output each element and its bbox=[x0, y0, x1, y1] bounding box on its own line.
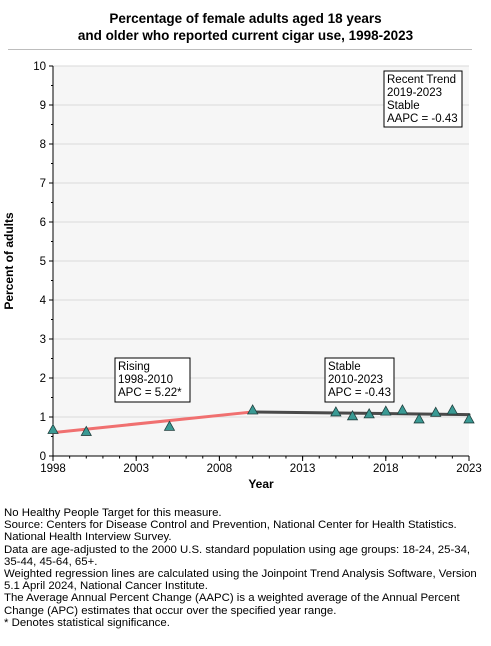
data-point bbox=[463, 413, 475, 424]
chart-title-line-2: and older who reported current cigar use… bbox=[77, 28, 414, 43]
data-points bbox=[47, 404, 475, 436]
data-point bbox=[446, 404, 459, 415]
x-axis-title: Year bbox=[248, 477, 274, 491]
y-tick-label: 3 bbox=[40, 334, 46, 346]
annotation-frame bbox=[324, 357, 395, 403]
chart-title-line-1: Percentage of female adults aged 18 year… bbox=[109, 11, 382, 26]
footnotes: No Healthy People Target for this measur… bbox=[4, 507, 488, 629]
y-axis-title: Percent of adults bbox=[2, 212, 16, 310]
x-tick-label: 2018 bbox=[373, 463, 399, 475]
annotation-frame bbox=[383, 70, 463, 128]
data-point bbox=[80, 425, 92, 436]
chart-title: Percentage of female adults aged 18 year… bbox=[0, 10, 491, 44]
footnote-line: Weighted regression lines are calculated… bbox=[4, 568, 477, 593]
y-tick-label: 4 bbox=[40, 295, 47, 307]
y-tick-label: 5 bbox=[40, 256, 46, 268]
x-tick-label: 1998 bbox=[40, 463, 66, 475]
x-tick-label: 2023 bbox=[456, 463, 482, 475]
y-tick-label: 8 bbox=[40, 139, 46, 151]
title-divider bbox=[8, 49, 472, 50]
footnote-line: The Average Annual Percent Change (AAPC)… bbox=[4, 592, 460, 617]
annotation-line: APC = 5.22* bbox=[118, 387, 182, 399]
annotation-line: AAPC = -0.43 bbox=[387, 113, 458, 125]
y-tick-label: 2 bbox=[40, 373, 46, 385]
data-point bbox=[380, 405, 392, 416]
y-tick-label: 0 bbox=[40, 451, 46, 463]
x-tick-label: 2003 bbox=[123, 463, 149, 475]
data-point bbox=[413, 413, 425, 424]
y-tick-label: 10 bbox=[33, 61, 46, 73]
grid-lines bbox=[53, 65, 469, 418]
data-point bbox=[430, 406, 442, 417]
y-tick-label: 7 bbox=[40, 178, 46, 190]
data-point bbox=[346, 410, 359, 421]
y-tick-label: 1 bbox=[40, 412, 46, 424]
chart-area: 0 1 2 3 4 5 6 7 8 9 10 1998 2003 2008 2013 2018 2023 Rec… bbox=[2, 61, 482, 491]
annotation-line: 2010-2023 bbox=[328, 374, 383, 386]
annotation-line: 1998-2010 bbox=[118, 374, 173, 386]
axes: 0 1 2 3 4 5 6 7 8 9 10 1998 2003 2008 2013 2018 2023 bbox=[33, 61, 482, 475]
data-point bbox=[363, 408, 375, 419]
annotation-line: Rising bbox=[118, 361, 150, 373]
footnote-line: Source: Centers for Disease Control and … bbox=[4, 519, 457, 544]
y-tick-label: 9 bbox=[40, 100, 46, 112]
data-point bbox=[47, 423, 59, 434]
annotation-line: Stable bbox=[328, 361, 361, 373]
x-tick-label: 2013 bbox=[290, 463, 316, 475]
x-tick-label: 2008 bbox=[207, 463, 233, 475]
footnote-line: * Denotes statistical significance. bbox=[4, 616, 170, 629]
annotation-frame bbox=[114, 357, 191, 403]
data-point bbox=[330, 406, 342, 417]
annotation-line: APC = -0.43 bbox=[328, 387, 391, 399]
annotation-line: 2019-2023 bbox=[387, 87, 442, 99]
data-point bbox=[247, 404, 259, 415]
footnote-line: Data are age-adjusted to the 2000 U.S. s… bbox=[4, 543, 471, 568]
data-point bbox=[396, 404, 409, 415]
data-point bbox=[163, 420, 176, 431]
annotation-line: Recent Trend bbox=[387, 74, 456, 86]
footnote-line: No Healthy People Target for this measur… bbox=[4, 507, 222, 519]
annotation-line: Stable bbox=[387, 100, 420, 112]
y-tick-label: 6 bbox=[40, 217, 46, 229]
